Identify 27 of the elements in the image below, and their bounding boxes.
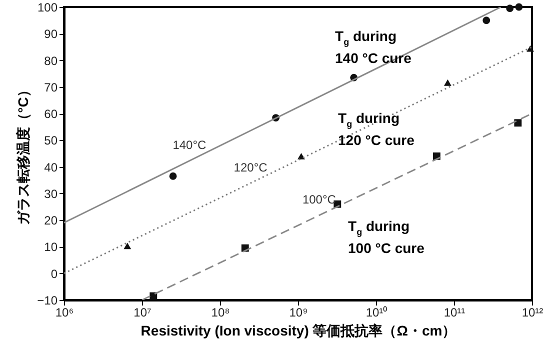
x-tick-label: 10⁸ xyxy=(211,306,230,320)
x-tick-label: 10⁷ xyxy=(134,306,152,320)
x-tick-label: 10⁶ xyxy=(55,306,74,320)
y-tick-label: 10 xyxy=(44,240,58,254)
x-tick-label: 10¹¹ xyxy=(444,306,466,320)
y-tick-label: 60 xyxy=(44,107,58,122)
annotation: T$_{g}$ during 120 °C cure xyxy=(338,110,416,148)
y-tick-label: 20 xyxy=(44,214,58,228)
annotation: T$_{g}$ during 100 °C cure xyxy=(348,218,426,256)
y-tick-label: 90 xyxy=(44,27,58,42)
x-tick-label: 10¹² xyxy=(522,306,544,320)
series-label: 140°C xyxy=(172,138,207,152)
y-tick-label: 50 xyxy=(44,134,58,148)
x-tick-label: 10¹⁰ xyxy=(366,306,388,320)
y-tick-label: 100 xyxy=(37,0,58,14)
series-label: 120°C xyxy=(234,160,268,174)
y-tick-label: 80 xyxy=(44,54,58,68)
y-tick-label: 40 xyxy=(44,160,58,174)
series-label: 100°C xyxy=(302,192,336,206)
y-tick-label: 70 xyxy=(44,80,58,94)
x-axis-title: Resistivity (Ion viscosity) 等価抵抗率（Ω・cm） xyxy=(140,322,456,338)
y-tick-label: 0 xyxy=(50,266,58,281)
y-axis-title: ガラス転移温度（°C） xyxy=(15,83,32,225)
annotation: T$_{g}$ during 140 °C cure xyxy=(335,28,412,66)
x-tick-label: 10⁹ xyxy=(289,306,308,320)
y-tick-label: −10 xyxy=(37,294,58,308)
y-tick-label: 30 xyxy=(44,186,58,201)
